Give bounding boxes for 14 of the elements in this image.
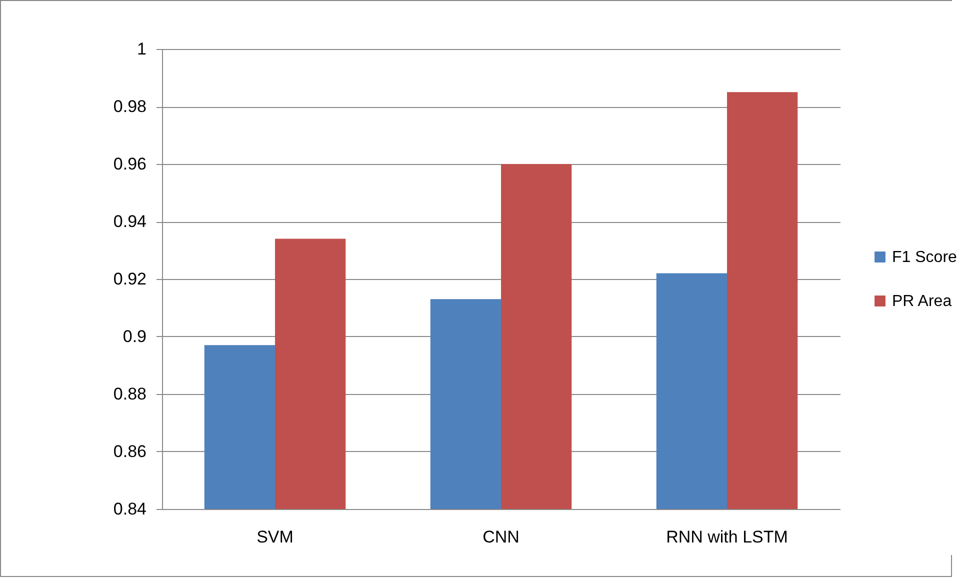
legend-label: F1 Score xyxy=(892,249,958,266)
y-tick-label: 0.96 xyxy=(113,154,146,174)
y-tick-label: 0.88 xyxy=(113,384,146,404)
y-tick-label: 0.94 xyxy=(113,212,146,231)
y-tick-label: 0.92 xyxy=(113,270,146,288)
y-tick-label: 0.86 xyxy=(113,442,146,461)
y-tick-label: 0.98 xyxy=(113,97,146,116)
x-tick-label: SVM xyxy=(256,528,294,546)
x-tick-label: RNN with LSTM xyxy=(666,528,788,546)
y-tick-label: 0.84 xyxy=(113,500,146,518)
y-tick-label: 0.9 xyxy=(122,327,146,346)
y-tick-label: 1 xyxy=(137,40,146,58)
x-tick-label: CNN xyxy=(482,528,520,546)
legend-label: PR Area xyxy=(892,293,952,310)
